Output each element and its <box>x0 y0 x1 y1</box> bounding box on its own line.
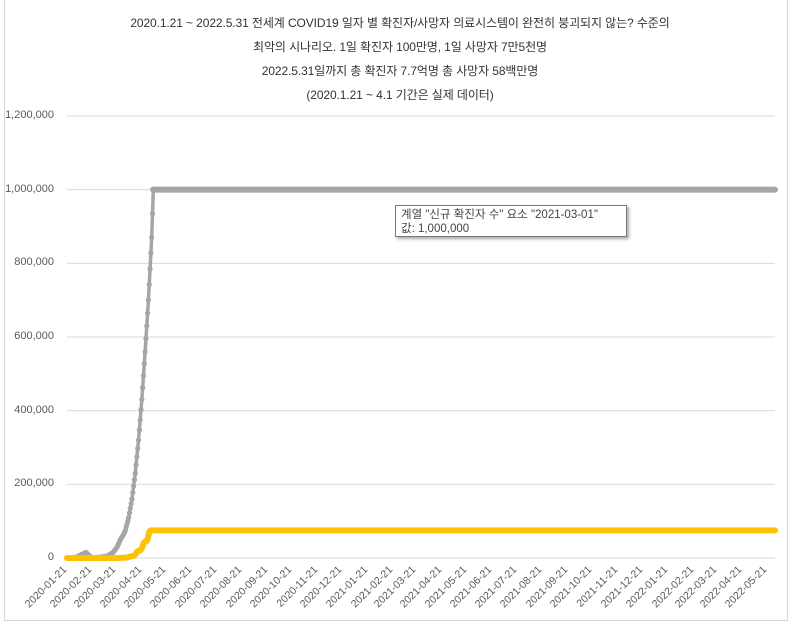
y-tick-label: 1,200,000 <box>5 109 54 121</box>
y-tick-label: 0 <box>47 551 54 563</box>
chart-title-line-1: 2020.1.21 ~ 2022.5.31 전세계 COVID19 일자 별 확… <box>130 16 670 30</box>
y-tick-label: 800,000 <box>14 256 54 269</box>
series-new-cases[interactable] <box>64 186 778 561</box>
chart-title-line-4: (2020.1.21 ~ 4.1 기간은 실제 데이터) <box>306 88 494 102</box>
chart-title-line-2: 최악의 시나리오. 1일 확진자 100만명, 1일 사망자 7만5천명 <box>253 40 547 54</box>
series-new-deaths[interactable] <box>64 527 778 561</box>
y-tick-label: 400,000 <box>14 403 54 416</box>
chart-title-line-3: 2022.5.31일까지 총 확진자 7.7억명 총 사망자 58백만명 <box>261 64 539 78</box>
y-tick-label: 200,000 <box>14 477 54 490</box>
data-point-tooltip: 계열 "신규 확진자 수" 요소 "2021-03-01" 값: 1,000,0… <box>395 205 627 237</box>
tooltip-value: 값: 1,000,000 <box>401 223 470 235</box>
tooltip-series-point: 계열 "신규 확진자 수" 요소 "2021-03-01" <box>401 209 598 221</box>
y-tick-label: 1,000,000 <box>5 182 54 195</box>
chart-area[interactable] <box>4 0 788 621</box>
y-tick-label: 600,000 <box>14 330 54 342</box>
